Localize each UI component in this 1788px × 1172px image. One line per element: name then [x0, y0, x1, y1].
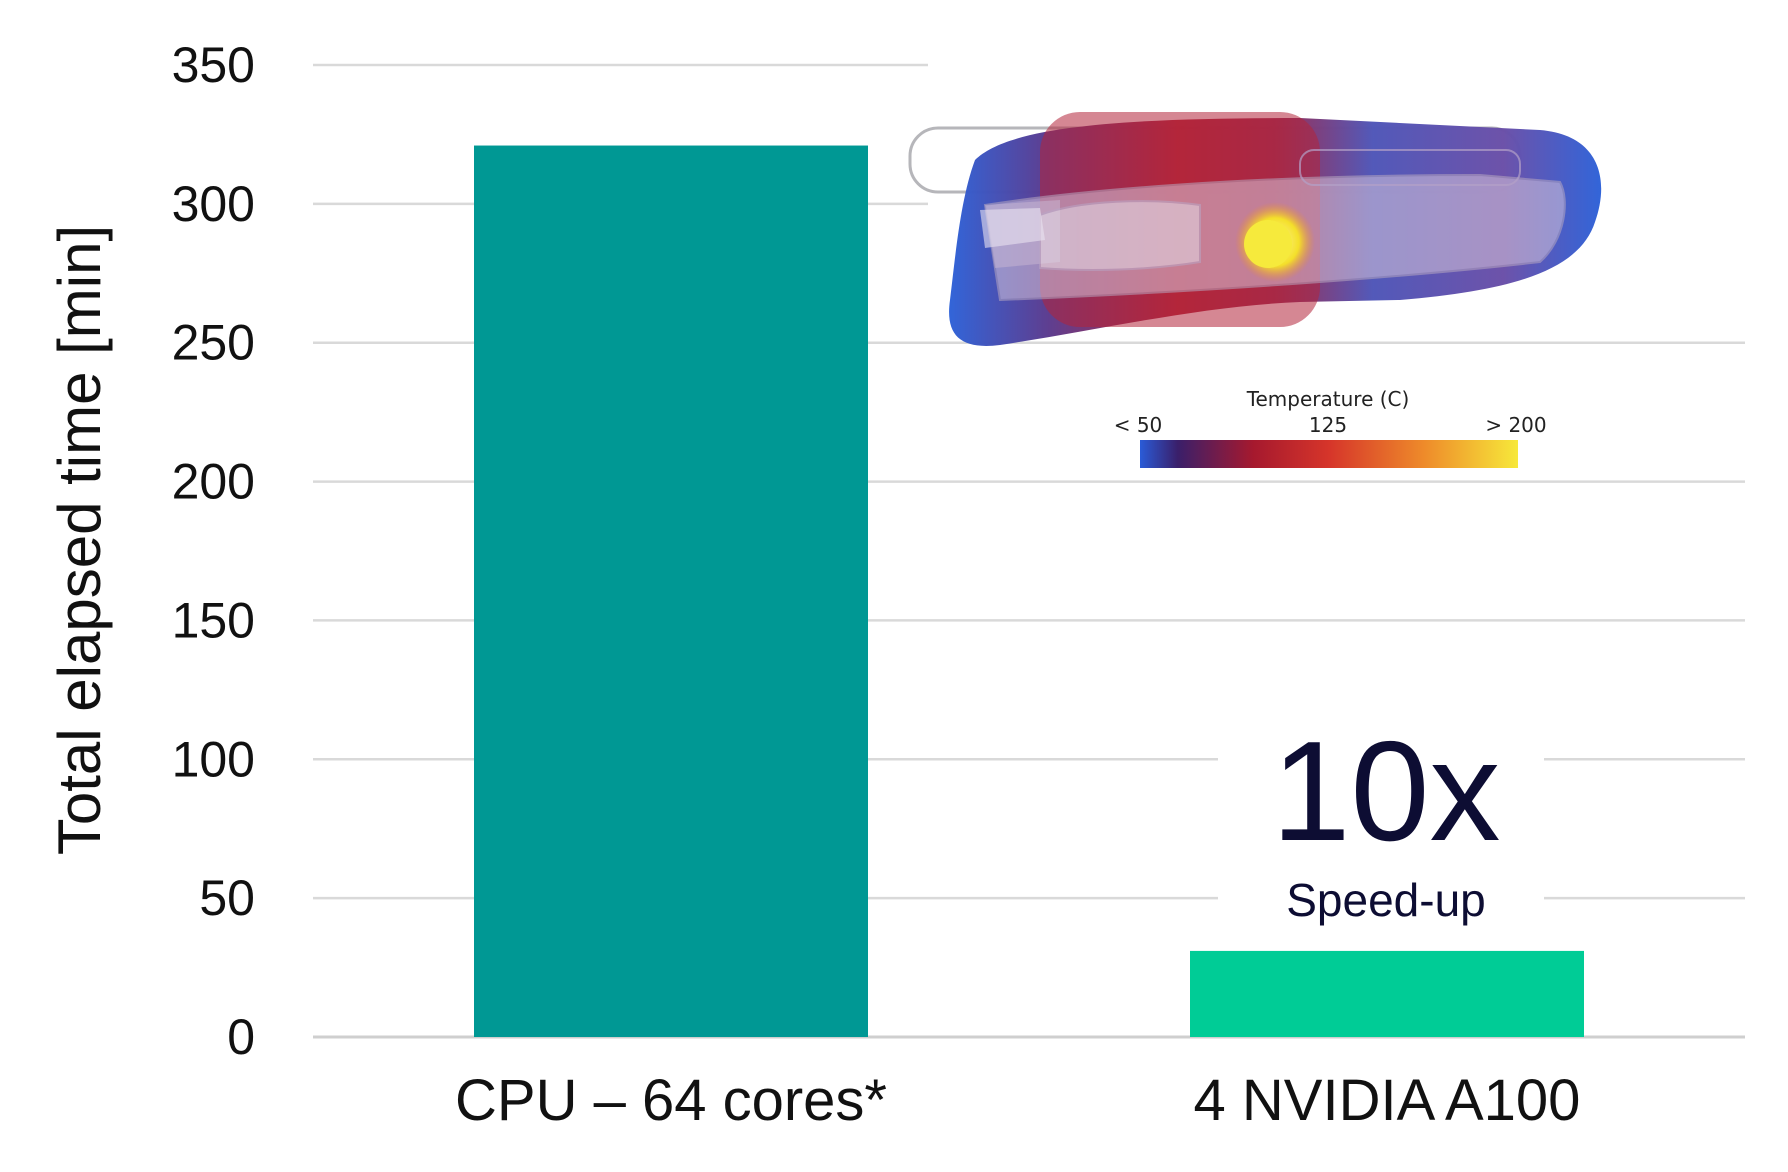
x-category-label: 4 NVIDIA A100	[1194, 1068, 1581, 1133]
y-tick-label: 100	[172, 731, 255, 787]
y-tick-label: 250	[172, 315, 255, 371]
x-category-labels: CPU – 64 cores* 4 NVIDIA A100	[455, 1068, 1580, 1133]
y-axis-title: Total elapsed time [min]	[46, 225, 113, 855]
y-tick-label: 200	[172, 454, 255, 510]
colorbar-tick-min: < 50	[1114, 413, 1163, 437]
colorbar-tick-mid: 125	[1309, 413, 1347, 437]
y-tick-label: 300	[172, 176, 255, 232]
bar-0	[474, 145, 868, 1038]
y-tick-label: 150	[172, 592, 255, 648]
colorbar-tick-max: > 200	[1485, 413, 1546, 437]
y-tick-labels: 0 50 100 150 200 250 300 350	[172, 37, 255, 1065]
speedup-value: 10x	[1272, 712, 1501, 871]
x-category-label: CPU – 64 cores*	[455, 1068, 887, 1133]
y-tick-label: 50	[199, 870, 255, 926]
annotation-background	[1218, 720, 1544, 930]
bar-1	[1190, 950, 1584, 1037]
speedup-label: Speed-up	[1286, 874, 1486, 926]
y-tick-label: 350	[172, 37, 255, 93]
simulation-inset-image	[908, 112, 1602, 346]
colorbar-title: Temperature (C)	[1246, 387, 1410, 411]
bars	[474, 145, 1584, 1038]
temperature-colorbar: Temperature (C) < 50 125 > 200	[1114, 387, 1547, 468]
y-tick-label: 0	[227, 1009, 255, 1065]
colorbar-gradient-bar	[1140, 440, 1518, 468]
